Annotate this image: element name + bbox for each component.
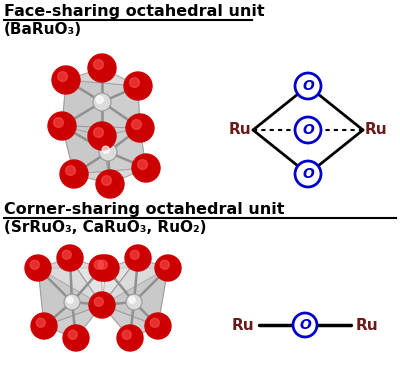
Polygon shape: [70, 258, 102, 305]
Circle shape: [31, 313, 57, 339]
Text: Face-sharing octahedral unit: Face-sharing octahedral unit: [4, 4, 265, 19]
Text: Corner-sharing octahedral unit: Corner-sharing octahedral unit: [4, 202, 284, 217]
Circle shape: [117, 325, 143, 351]
Text: Ru: Ru: [356, 318, 378, 332]
Circle shape: [98, 260, 107, 269]
Circle shape: [125, 245, 151, 271]
Circle shape: [96, 170, 124, 198]
Text: O: O: [302, 79, 314, 93]
Circle shape: [132, 120, 142, 129]
Polygon shape: [38, 258, 102, 326]
Polygon shape: [74, 168, 146, 184]
Circle shape: [94, 260, 103, 269]
Circle shape: [138, 160, 147, 169]
Circle shape: [130, 78, 140, 87]
Polygon shape: [102, 128, 146, 184]
Polygon shape: [66, 68, 138, 86]
Polygon shape: [62, 68, 102, 136]
Text: Ru: Ru: [232, 318, 254, 332]
Circle shape: [36, 318, 45, 327]
Circle shape: [60, 160, 88, 188]
Text: O: O: [302, 123, 314, 137]
Circle shape: [93, 93, 111, 111]
Circle shape: [67, 297, 73, 303]
Text: (BaRuO₃): (BaRuO₃): [4, 22, 82, 37]
Circle shape: [130, 250, 139, 259]
Text: O: O: [299, 318, 311, 332]
Polygon shape: [62, 126, 146, 174]
Circle shape: [52, 66, 80, 94]
Circle shape: [54, 118, 63, 127]
Polygon shape: [102, 258, 168, 326]
Circle shape: [132, 154, 160, 182]
Circle shape: [30, 260, 39, 269]
Circle shape: [102, 146, 109, 153]
Circle shape: [150, 318, 159, 327]
Circle shape: [160, 260, 169, 269]
Polygon shape: [44, 305, 102, 338]
Circle shape: [126, 294, 142, 310]
Polygon shape: [102, 68, 140, 136]
Circle shape: [102, 176, 111, 185]
Polygon shape: [106, 258, 168, 268]
Circle shape: [295, 73, 321, 99]
Circle shape: [124, 72, 152, 100]
Circle shape: [62, 250, 71, 259]
Circle shape: [126, 114, 154, 142]
Circle shape: [57, 245, 83, 271]
Circle shape: [122, 330, 131, 339]
Text: O: O: [302, 167, 314, 181]
Polygon shape: [102, 258, 138, 305]
Circle shape: [99, 143, 117, 161]
Circle shape: [295, 161, 321, 187]
Circle shape: [293, 313, 317, 337]
Polygon shape: [38, 268, 102, 338]
Circle shape: [96, 96, 103, 103]
Circle shape: [295, 117, 321, 143]
Circle shape: [94, 60, 103, 69]
Circle shape: [88, 122, 116, 150]
Text: (SrRuO₃, CaRuO₃, RuO₂): (SrRuO₃, CaRuO₃, RuO₂): [4, 220, 206, 235]
Text: Ru: Ru: [228, 122, 251, 138]
Circle shape: [64, 294, 80, 310]
Polygon shape: [38, 258, 102, 268]
Circle shape: [25, 255, 51, 281]
Polygon shape: [102, 268, 168, 338]
Circle shape: [89, 292, 115, 318]
Circle shape: [63, 325, 89, 351]
Circle shape: [88, 54, 116, 82]
Circle shape: [145, 313, 171, 339]
Polygon shape: [102, 305, 158, 338]
Circle shape: [94, 297, 103, 306]
Circle shape: [94, 128, 103, 138]
Circle shape: [66, 165, 76, 175]
Circle shape: [48, 112, 76, 140]
Circle shape: [58, 72, 67, 82]
Circle shape: [129, 297, 135, 303]
Circle shape: [155, 255, 181, 281]
Circle shape: [68, 330, 77, 339]
Polygon shape: [62, 80, 140, 128]
Circle shape: [93, 255, 119, 281]
Circle shape: [89, 255, 115, 281]
Polygon shape: [62, 126, 110, 184]
Text: Ru: Ru: [365, 122, 388, 138]
